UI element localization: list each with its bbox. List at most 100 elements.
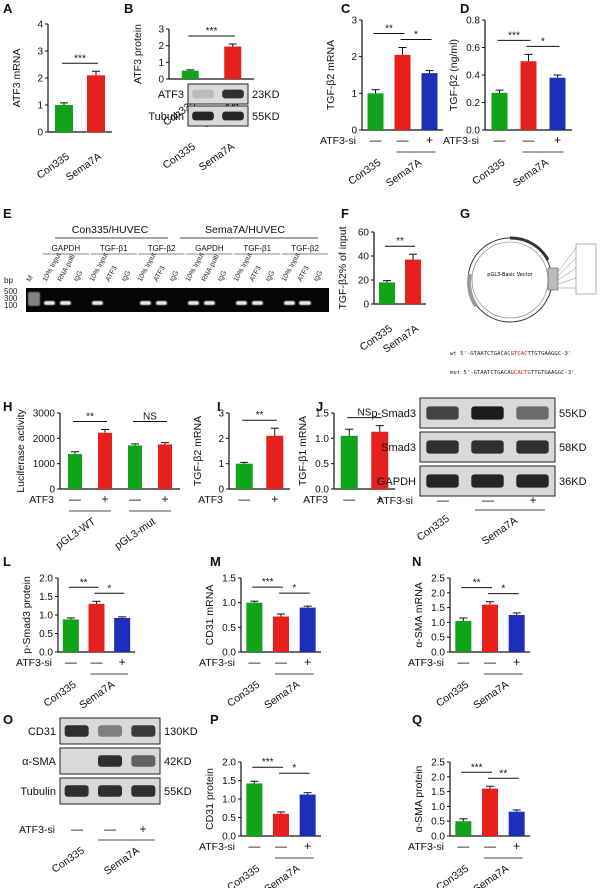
blot_O-treatment-0: — (71, 822, 83, 836)
x-label-m-0: Con335 (225, 679, 262, 710)
y-tick-label-a-1: 1 (37, 101, 43, 112)
gel-band-8 (155, 301, 168, 305)
panel-letter-p: P (210, 712, 219, 727)
x-label-q-1: Sema7A (471, 863, 511, 888)
y-tick-label-m-2: 1.0 (222, 598, 236, 609)
treatment-mark-p-2: + (304, 839, 311, 853)
y-tick-label-d-4: 0.8 (466, 16, 480, 27)
blot_B-band-0-1 (222, 89, 244, 99)
blot_K-band-0-0 (426, 406, 459, 420)
sig-label-j-0: NS (358, 408, 372, 419)
treatment-mark-m-1: — (275, 655, 287, 669)
treatment-mark-c-1: — (397, 133, 409, 147)
blot_B-size-0: 23KD (252, 89, 280, 101)
y-tick-label-p-3: 1.5 (222, 776, 236, 787)
blot_K-protein-0: p-Smad3 (371, 408, 416, 420)
y-tick-label-h-2: 2000 (33, 434, 56, 445)
panel-letter-j: J (316, 399, 323, 414)
bar-l-0 (62, 619, 79, 652)
bar-h-2 (128, 445, 142, 489)
y-tick-label-a-4: 4 (37, 20, 43, 31)
blot_O-band-1-1 (98, 755, 122, 767)
y-tick-label-a-0: 0 (37, 128, 43, 139)
bar-q-1 (482, 788, 498, 836)
gel-band-0 (28, 292, 40, 306)
y-tick-label-q-1: 0.5 (431, 817, 445, 828)
treatment-mark-h-2: — (129, 492, 141, 506)
blot_K-treatment-0: — (437, 493, 449, 507)
y-tick-label-j-1: 0.5 (315, 459, 329, 470)
y-tick-label-i-3: 3 (218, 409, 224, 420)
blot_K-size-0: 55KD (559, 408, 587, 420)
y-tick-label-j-3: 1.5 (315, 409, 329, 420)
x-label-l-0: Con335 (42, 679, 79, 710)
y-tick-label-q-0: 0.0 (431, 832, 445, 843)
treatment-mark-j-0: — (343, 492, 355, 506)
gel-band-11 (203, 301, 215, 305)
gel-band-14 (251, 301, 263, 305)
y-tick-label-f-3: 60 (358, 228, 370, 239)
panel-letter-g: G (460, 206, 470, 221)
gel-subgroup-0: GAPDH (52, 244, 81, 253)
treatment-mark-p-0: — (248, 839, 260, 853)
gel-band-1 (44, 301, 56, 305)
panel-letter-a: A (3, 1, 13, 16)
sig-label-q-0: *** (471, 762, 483, 773)
y-tick-label-n-3: 1.5 (431, 603, 445, 614)
gel-subgroup-4: TGF-β1 (243, 244, 271, 253)
panel-letter-q: Q (412, 712, 422, 727)
sig-label-p-1: * (292, 763, 296, 774)
y-tick-label-n-2: 1.0 (431, 618, 445, 629)
blot_K-protein-2: GAPDH (377, 476, 416, 488)
panel-letter-l: L (3, 554, 11, 569)
sig-label-a-0: *** (74, 53, 86, 64)
y-tick-label-c-1: 1 (351, 89, 357, 100)
blot_O-size-0: 130KD (164, 726, 198, 738)
blot_O-size-1: 42KD (164, 756, 192, 768)
panel-letter-b: B (124, 1, 133, 16)
blot_O-treatment-1: — (104, 822, 116, 836)
y-axis-label-j: TGF-β1 mRNA (297, 416, 309, 486)
panel-letter-f: F (341, 206, 349, 221)
bar-q-2 (508, 811, 525, 836)
panel-letter-h: H (3, 399, 12, 414)
blot_O-protein-1: α-SMA (22, 756, 57, 768)
bar-c-2 (421, 73, 438, 130)
treatment-mark-j-1: + (376, 492, 383, 506)
panel-letter-e: E (3, 206, 12, 221)
blot_O-band-2-1 (98, 785, 122, 797)
treatment-mark-i-0: — (238, 492, 250, 506)
gel-band-7 (140, 301, 152, 305)
treatment-mark-n-0: — (457, 655, 469, 669)
treatment-mark-l-1: — (91, 655, 103, 669)
bar-c-1 (394, 54, 411, 131)
bar-f-0 (379, 282, 395, 304)
panel-letter-c: C (341, 1, 351, 16)
mut-seq-site: GCACTG (510, 370, 531, 376)
sig-label-c-1: * (414, 30, 418, 41)
gel-group-1: Sema7A/HUVEC (205, 224, 285, 236)
gel-subgroup-2: TGF-β2 (148, 244, 176, 253)
blot_K-treatment-label: ATF3-si (377, 495, 413, 507)
y-tick-label-l-2: 1.0 (39, 611, 53, 622)
blot_B-row-0 (187, 83, 249, 105)
blot_B-band-0-0 (192, 89, 214, 99)
treatment-mark-l-2: + (119, 655, 126, 669)
bar-n-1 (482, 604, 498, 652)
y-axis-label-m: CD31 mRNA (204, 585, 216, 646)
x-label-h-0: pGL3-WT (54, 515, 99, 551)
blot_K-band-2-2 (516, 474, 549, 488)
x-label-p-1: Sema7A (262, 863, 302, 888)
bar-n-0 (455, 620, 472, 652)
treatment-mark-n-2: + (513, 655, 520, 669)
bar-n-2 (508, 615, 525, 652)
blot_B-size-1: 55KD (252, 111, 280, 123)
bar-m-2 (299, 607, 316, 652)
blot_K-band-0-1 (471, 406, 504, 420)
sig-label-l-1: * (107, 583, 111, 594)
sig-label-l-0: ** (80, 577, 88, 588)
wt-seq-suffix: TTGTGAAGGC-3' (527, 351, 572, 357)
y-tick-label-d-2: 0.4 (466, 71, 480, 82)
y-tick-label-i-1: 1 (218, 459, 224, 470)
treatment-label-i: ATF3 (198, 494, 223, 506)
